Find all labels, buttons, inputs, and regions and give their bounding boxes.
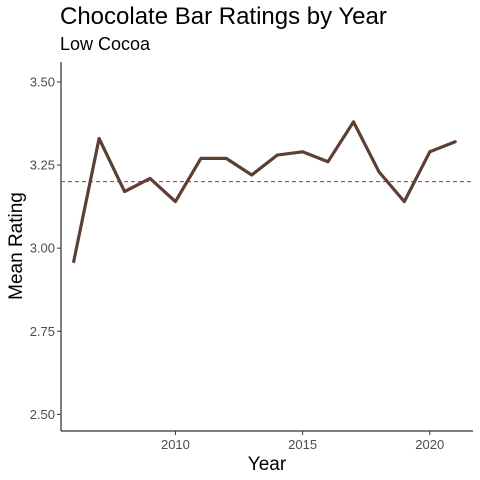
chart-title: Chocolate Bar Ratings by Year (60, 3, 387, 30)
y-tick-label: 2.75 (30, 324, 55, 339)
y-ticks: 2.50 2.75 3.00 3.25 3.50 (30, 74, 61, 422)
x-ticks: 2010 2015 2020 (161, 431, 444, 452)
chart-subtitle: Low Cocoa (60, 34, 151, 54)
axes (60, 62, 473, 432)
y-tick-label: 3.00 (30, 241, 55, 256)
x-tick-label: 2010 (161, 437, 190, 452)
x-tick-label: 2020 (415, 437, 444, 452)
x-tick-label: 2015 (288, 437, 317, 452)
y-tick-label: 2.50 (30, 407, 55, 422)
y-tick-label: 3.25 (30, 158, 55, 173)
x-axis-title: Year (248, 454, 287, 475)
series-line (72, 120, 457, 264)
y-tick-label: 3.50 (30, 74, 55, 89)
y-axis-title: Mean Rating (6, 192, 27, 300)
